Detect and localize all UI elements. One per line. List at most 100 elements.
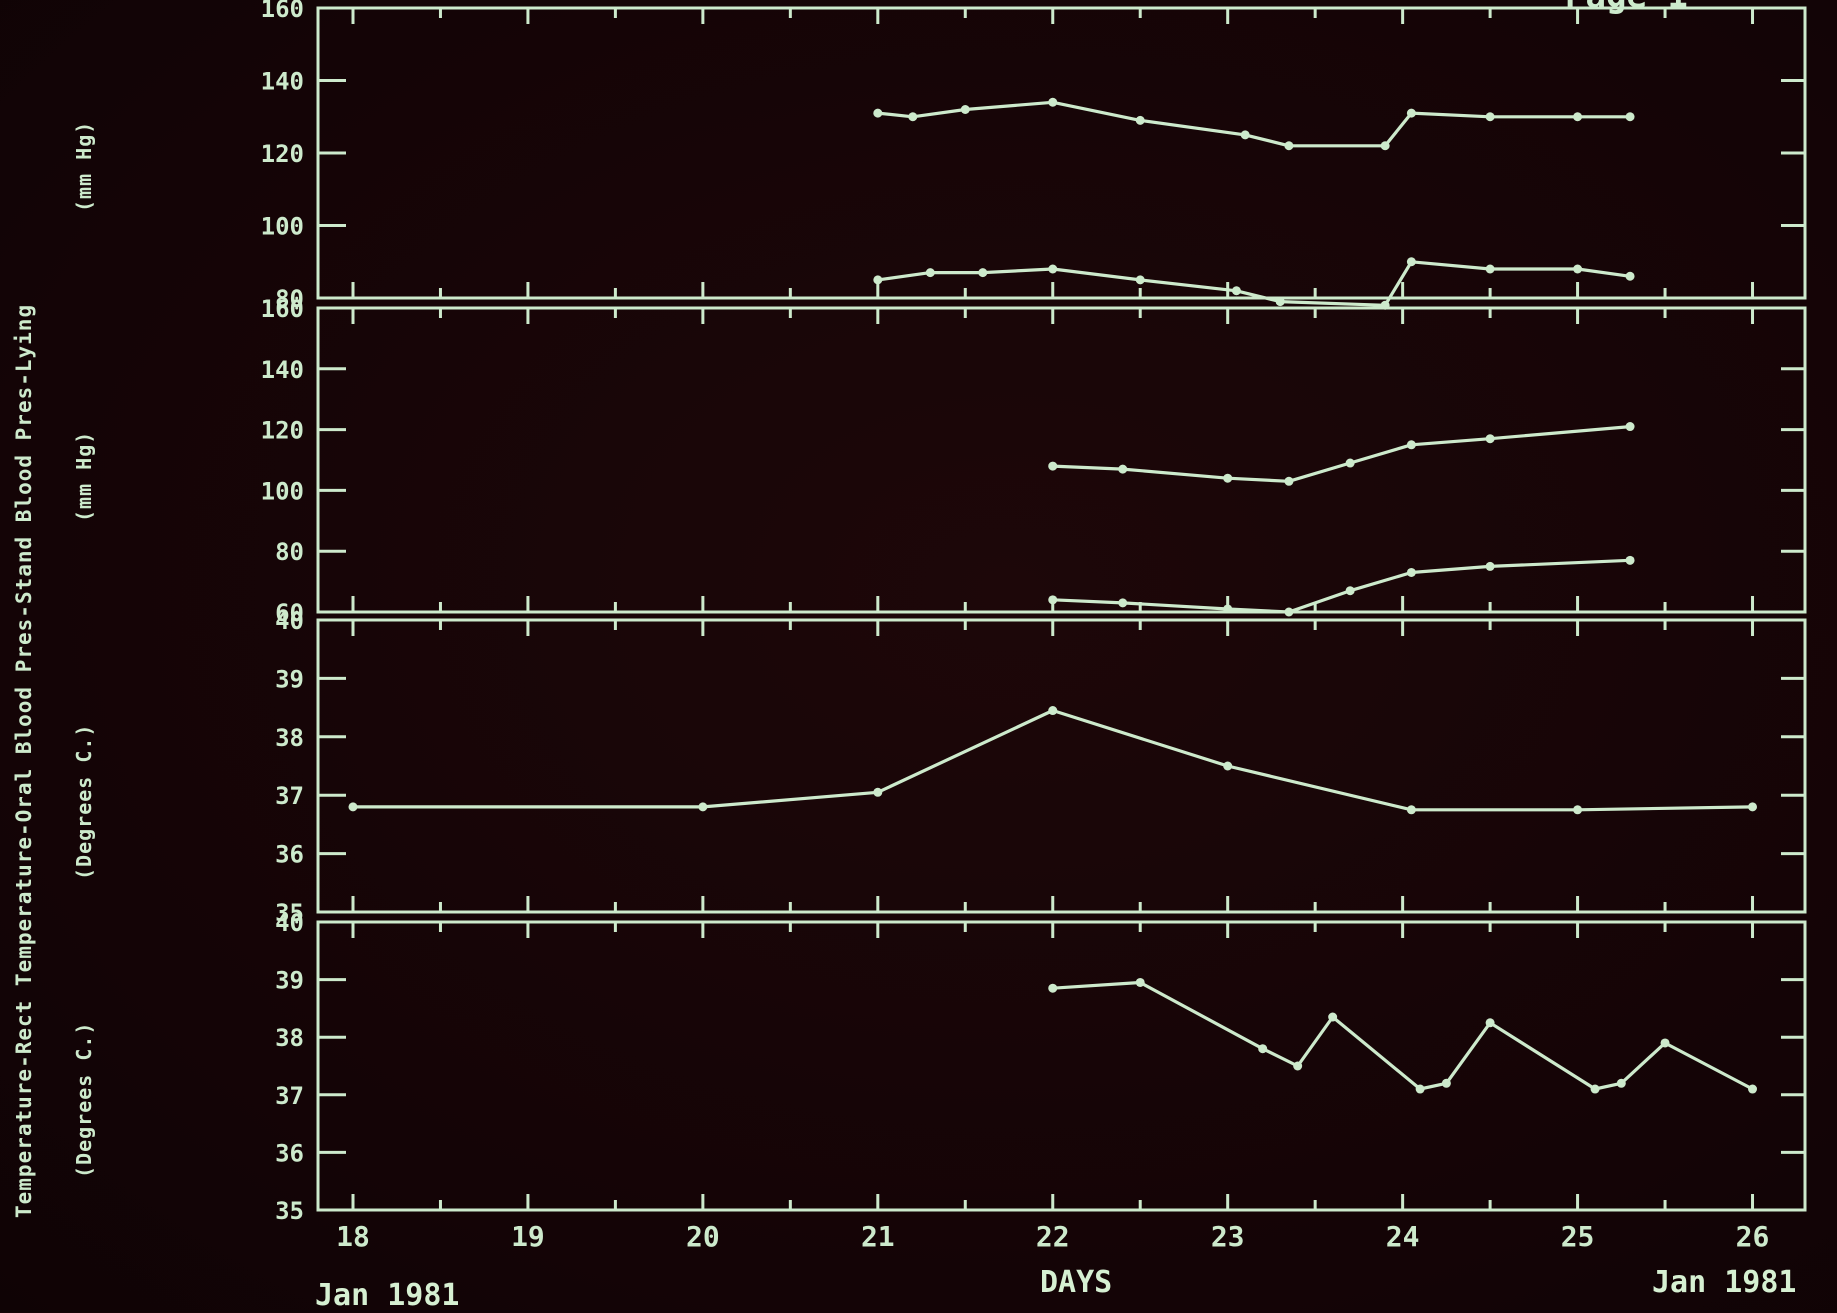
data-point bbox=[1590, 1084, 1600, 1094]
units-label-rect: (Degrees C.) bbox=[72, 1021, 96, 1179]
chart-vertical-title: Temperature-Rect Temperature-Oral Blood … bbox=[12, 303, 36, 1218]
data-point bbox=[1048, 595, 1058, 605]
data-point bbox=[1284, 476, 1294, 486]
panel-frame-4 bbox=[316, 920, 1807, 1212]
data-point bbox=[1485, 112, 1495, 122]
x-tick-label: 22 bbox=[1036, 1220, 1070, 1253]
data-point bbox=[1135, 977, 1145, 987]
data-point bbox=[1625, 112, 1635, 122]
y-tick-label: 120 bbox=[261, 417, 304, 445]
data-point bbox=[1293, 1061, 1303, 1071]
y-tick-label: 37 bbox=[275, 1082, 304, 1110]
data-point bbox=[1485, 264, 1495, 274]
y-tick-label: 140 bbox=[261, 68, 304, 96]
data-point bbox=[1118, 464, 1128, 474]
y-tick-label: 120 bbox=[261, 140, 304, 168]
y-tick-label: 160 bbox=[261, 0, 304, 23]
data-point bbox=[1380, 141, 1390, 151]
data-point bbox=[1048, 264, 1058, 274]
data-point bbox=[1240, 130, 1250, 140]
data-point bbox=[1118, 598, 1128, 608]
data-point bbox=[1406, 257, 1416, 267]
data-point bbox=[1345, 586, 1355, 596]
data-point bbox=[1258, 1044, 1268, 1054]
data-point bbox=[1406, 108, 1416, 118]
y-tick-label: 40 bbox=[275, 909, 304, 937]
right-date-label: Jan 1981 bbox=[1652, 1265, 1797, 1300]
data-point bbox=[1284, 141, 1294, 151]
y-tick-label: 39 bbox=[275, 967, 304, 995]
data-point bbox=[1048, 983, 1058, 993]
data-point bbox=[1223, 604, 1233, 614]
y-tick-label: 35 bbox=[275, 899, 304, 927]
y-tick-label: 80 bbox=[275, 285, 304, 313]
data-point bbox=[908, 112, 918, 122]
data-point bbox=[1485, 561, 1495, 571]
data-point bbox=[1485, 434, 1495, 444]
panel-frame-1 bbox=[316, 6, 1807, 300]
data-point bbox=[1406, 805, 1416, 815]
y-tick-label: 37 bbox=[275, 782, 304, 810]
series-line-1-1 bbox=[877, 100, 1631, 148]
series-line-1-2 bbox=[877, 260, 1631, 307]
data-point bbox=[1573, 112, 1583, 122]
data-point bbox=[1284, 607, 1294, 617]
left-date-label: Jan 1981 bbox=[315, 1278, 460, 1313]
data-point bbox=[1048, 461, 1058, 471]
y-tick-label: 38 bbox=[275, 1024, 304, 1052]
x-tick-label: 26 bbox=[1736, 1220, 1770, 1253]
panel-frame-3 bbox=[316, 618, 1807, 914]
data-point bbox=[1625, 271, 1635, 281]
panel-frame-2 bbox=[316, 306, 1807, 614]
data-point bbox=[698, 802, 708, 812]
data-point bbox=[1231, 286, 1241, 296]
data-point bbox=[1573, 805, 1583, 815]
x-tick-label: 23 bbox=[1211, 1220, 1245, 1253]
y-tick-label: 140 bbox=[261, 356, 304, 384]
data-point bbox=[1345, 458, 1355, 468]
units-label-oral: (Degrees C.) bbox=[72, 723, 96, 881]
data-point bbox=[1223, 761, 1233, 771]
data-point bbox=[1328, 1012, 1338, 1022]
data-point bbox=[1135, 115, 1145, 125]
series-line-2-1 bbox=[1052, 425, 1631, 483]
y-tick-label: 80 bbox=[275, 538, 304, 566]
data-point bbox=[925, 268, 935, 278]
data-point bbox=[1441, 1078, 1451, 1088]
x-tick-label: 18 bbox=[336, 1220, 370, 1253]
y-tick-label: 36 bbox=[275, 841, 304, 869]
y-tick-label: 39 bbox=[275, 665, 304, 693]
data-point bbox=[1748, 802, 1758, 812]
y-tick-label: 36 bbox=[275, 1139, 304, 1167]
y-tick-label: 100 bbox=[261, 477, 304, 505]
y-tick-label: 35 bbox=[275, 1197, 304, 1225]
x-tick-label: 24 bbox=[1386, 1220, 1420, 1253]
series-line-2-2 bbox=[1052, 558, 1631, 614]
y-tick-label: 60 bbox=[275, 599, 304, 627]
data-point bbox=[1048, 97, 1058, 107]
y-tick-label: 40 bbox=[275, 607, 304, 635]
data-point bbox=[348, 802, 358, 812]
x-tick-label: 20 bbox=[686, 1220, 720, 1253]
y-tick-label: 160 bbox=[261, 295, 304, 323]
y-tick-label: 38 bbox=[275, 724, 304, 752]
data-point bbox=[1415, 1084, 1425, 1094]
data-point bbox=[1048, 706, 1058, 716]
x-axis-label: DAYS bbox=[1040, 1265, 1113, 1300]
units-label-stand: (mm Hg) bbox=[72, 430, 96, 522]
data-point bbox=[1625, 555, 1635, 565]
data-point bbox=[873, 108, 883, 118]
data-point bbox=[873, 787, 883, 797]
y-tick-label: 100 bbox=[261, 213, 304, 241]
units-label-lying: (mm Hg) bbox=[72, 120, 96, 212]
x-tick-label: 19 bbox=[511, 1220, 545, 1253]
data-point bbox=[1625, 422, 1635, 432]
data-point bbox=[960, 105, 970, 114]
data-point bbox=[978, 268, 988, 278]
data-point bbox=[1485, 1018, 1495, 1028]
x-tick-label: 21 bbox=[861, 1220, 895, 1253]
x-tick-label: 25 bbox=[1561, 1220, 1595, 1253]
data-point bbox=[1406, 440, 1416, 450]
